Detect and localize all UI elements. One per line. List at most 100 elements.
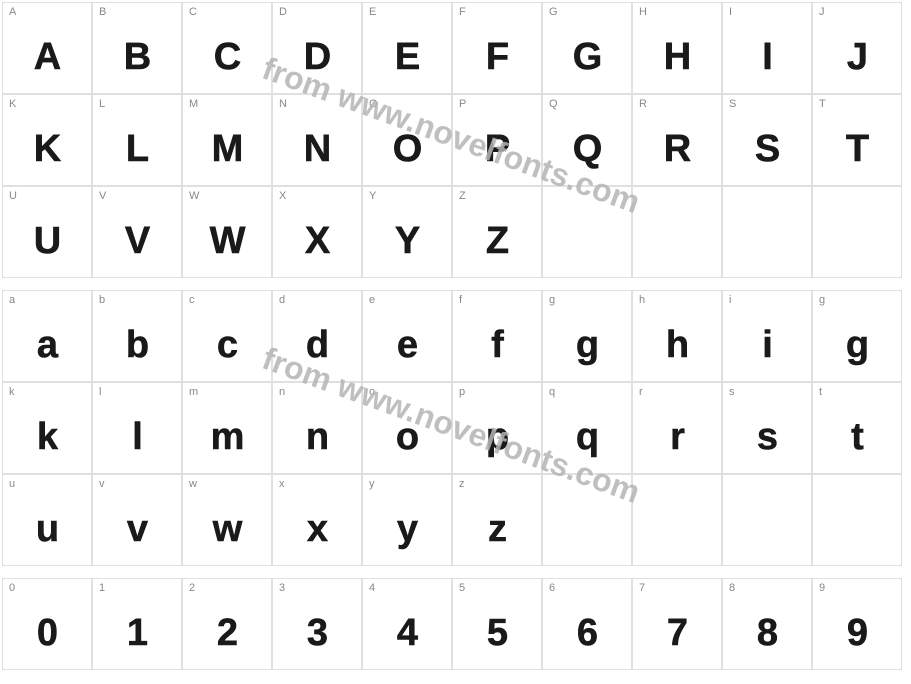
glyph-cell[interactable]: uu (2, 474, 92, 566)
glyph-cell[interactable]: UU (2, 186, 92, 278)
glyph-cell-glyph: A (3, 21, 91, 93)
glyph-cell[interactable]: II (722, 2, 812, 94)
glyph-cell (542, 186, 632, 278)
glyph-cell[interactable]: 00 (2, 578, 92, 670)
glyph-cell-glyph: q (543, 401, 631, 473)
glyph-cell[interactable]: rr (632, 382, 722, 474)
glyph-cell[interactable]: 77 (632, 578, 722, 670)
glyph-cell[interactable]: zz (452, 474, 542, 566)
glyph-cell[interactable]: JJ (812, 2, 902, 94)
glyph-cell[interactable]: tt (812, 382, 902, 474)
glyph-cell-label: l (93, 383, 181, 401)
glyph-cell[interactable]: 99 (812, 578, 902, 670)
glyph-cell[interactable]: MM (182, 94, 272, 186)
glyph-cell[interactable]: hh (632, 290, 722, 382)
glyph-cell-label: P (453, 95, 541, 113)
glyph-cell-label (633, 187, 721, 205)
glyph-cell[interactable]: qq (542, 382, 632, 474)
glyph-cell[interactable]: CC (182, 2, 272, 94)
glyph-cell[interactable]: VV (92, 186, 182, 278)
glyph-cell[interactable]: WW (182, 186, 272, 278)
glyph-cell[interactable]: dd (272, 290, 362, 382)
glyph-cell[interactable]: aa (2, 290, 92, 382)
glyph-cell[interactable]: ii (722, 290, 812, 382)
glyph-cell[interactable]: 66 (542, 578, 632, 670)
glyph-cell-glyph: w (183, 493, 271, 565)
glyph-cell-glyph: u (3, 493, 91, 565)
glyph-cell-label (633, 475, 721, 493)
glyph-cell[interactable]: AA (2, 2, 92, 94)
glyph-cell-glyph: p (453, 401, 541, 473)
glyph-cell[interactable]: 33 (272, 578, 362, 670)
glyph-cell[interactable]: oo (362, 382, 452, 474)
glyph-cell-glyph: i (723, 309, 811, 381)
glyph-cell[interactable]: gg (812, 290, 902, 382)
glyph-cell[interactable]: ee (362, 290, 452, 382)
glyph-cell-glyph: E (363, 21, 451, 93)
glyph-cell-glyph: G (543, 21, 631, 93)
glyph-cell[interactable]: pp (452, 382, 542, 474)
glyph-cell-glyph: s (723, 401, 811, 473)
glyph-cell[interactable]: TT (812, 94, 902, 186)
glyph-cell[interactable]: ff (452, 290, 542, 382)
glyph-cell-label: o (363, 383, 451, 401)
glyph-cell[interactable]: 55 (452, 578, 542, 670)
glyph-row: aabbccddeeffgghhiigg (2, 290, 909, 382)
glyph-cell-label: b (93, 291, 181, 309)
glyph-cell-glyph: U (3, 205, 91, 277)
glyph-cell-label: S (723, 95, 811, 113)
glyph-cell-glyph: S (723, 113, 811, 185)
glyph-cell[interactable]: EE (362, 2, 452, 94)
glyph-cell-label (723, 475, 811, 493)
glyph-cell[interactable]: mm (182, 382, 272, 474)
glyph-cell[interactable]: HH (632, 2, 722, 94)
glyph-cell[interactable]: bb (92, 290, 182, 382)
glyph-cell[interactable]: ss (722, 382, 812, 474)
glyph-cell-label: f (453, 291, 541, 309)
glyph-cell[interactable]: FF (452, 2, 542, 94)
glyph-cell-glyph: D (273, 21, 361, 93)
glyph-cell (632, 474, 722, 566)
glyph-cell[interactable]: BB (92, 2, 182, 94)
glyph-cell-label: s (723, 383, 811, 401)
glyph-cell[interactable]: XX (272, 186, 362, 278)
glyph-cell[interactable]: ww (182, 474, 272, 566)
glyph-cell-label: k (3, 383, 91, 401)
glyph-cell[interactable]: xx (272, 474, 362, 566)
glyph-cell[interactable]: ZZ (452, 186, 542, 278)
glyph-cell-label: F (453, 3, 541, 21)
glyph-cell[interactable]: 11 (92, 578, 182, 670)
glyph-cell[interactable]: SS (722, 94, 812, 186)
glyph-section-lowercase: aabbccddeeffgghhiiggkkllmmnnooppqqrrsstt… (2, 290, 909, 566)
glyph-cell[interactable]: cc (182, 290, 272, 382)
glyph-cell[interactable]: 88 (722, 578, 812, 670)
glyph-cell[interactable]: yy (362, 474, 452, 566)
glyph-cell[interactable]: kk (2, 382, 92, 474)
glyph-cell[interactable]: ll (92, 382, 182, 474)
glyph-cell (812, 474, 902, 566)
glyph-cell-label: v (93, 475, 181, 493)
glyph-cell-glyph: 6 (543, 597, 631, 669)
glyph-cell-glyph: h (633, 309, 721, 381)
glyph-cell[interactable]: nn (272, 382, 362, 474)
glyph-cell[interactable]: NN (272, 94, 362, 186)
glyph-cell[interactable]: DD (272, 2, 362, 94)
glyph-cell[interactable]: RR (632, 94, 722, 186)
glyph-cell-label: m (183, 383, 271, 401)
glyph-cell[interactable]: 44 (362, 578, 452, 670)
glyph-cell[interactable]: vv (92, 474, 182, 566)
glyph-cell[interactable]: LL (92, 94, 182, 186)
glyph-cell-label: O (363, 95, 451, 113)
glyph-cell-glyph: R (633, 113, 721, 185)
glyph-cell-label: 9 (813, 579, 901, 597)
glyph-cell[interactable]: PP (452, 94, 542, 186)
glyph-cell[interactable]: gg (542, 290, 632, 382)
glyph-cell[interactable]: YY (362, 186, 452, 278)
glyph-cell-glyph: V (93, 205, 181, 277)
glyph-cell[interactable]: KK (2, 94, 92, 186)
glyph-cell[interactable]: OO (362, 94, 452, 186)
glyph-cell-label: d (273, 291, 361, 309)
glyph-cell[interactable]: QQ (542, 94, 632, 186)
glyph-cell[interactable]: GG (542, 2, 632, 94)
glyph-cell[interactable]: 22 (182, 578, 272, 670)
